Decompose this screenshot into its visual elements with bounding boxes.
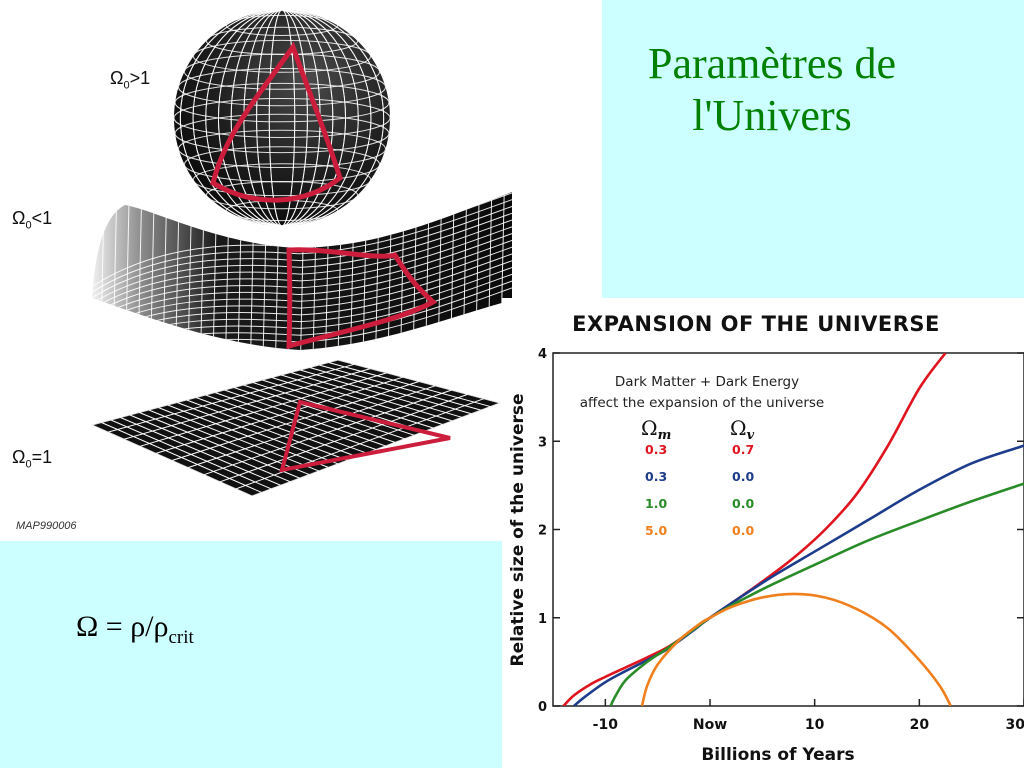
formula-subscript: crit <box>168 627 194 648</box>
formula-main: Ω = ρ/ρ <box>76 610 169 643</box>
closed-triangle <box>210 41 343 203</box>
expansion-chart: EXPANSION OF THE UNIVERSE 0 1 2 3 4 -10 Now 10… <box>508 312 1024 765</box>
legend: Dark Matter + Dark Energy affect the exp… <box>580 374 824 538</box>
image-credit: MAP990006 <box>16 520 77 532</box>
legend-omega-m-1: 0.3 <box>645 469 667 484</box>
y-tick-label-0: 0 <box>538 700 547 715</box>
flat-universe-label: Ω0=1 <box>12 447 53 471</box>
legend-omega-v-0: 0.7 <box>732 442 754 457</box>
legend-header-omega-m: Ωm <box>641 416 671 443</box>
legend-note-line-2: affect the expansion of the universe <box>580 395 824 411</box>
y-axis-label: Relative size of the universe <box>508 393 528 666</box>
y-tick-label-4: 4 <box>538 347 547 362</box>
legend-note-line-1: Dark Matter + Dark Energy <box>615 374 799 390</box>
series-line-3 <box>640 592 952 706</box>
series-lines <box>562 353 1024 706</box>
legend-omega-m-0: 0.3 <box>645 442 667 457</box>
closed-universe-sphere <box>174 10 390 226</box>
legend-omega-v-3: 0.0 <box>732 523 754 538</box>
flat-triangle <box>279 399 451 473</box>
x-tick-label-4: 30 <box>1006 717 1024 733</box>
x-axis-label: Billions of Years <box>701 745 854 765</box>
density-formula: Ω = ρ/ρcrit <box>76 610 194 649</box>
flat-universe-plane <box>92 360 500 496</box>
y-axis-ticks: 0 1 2 3 4 <box>538 347 1024 715</box>
x-tick-label-2: 10 <box>805 717 825 733</box>
closed-universe-label: Ω0>1 <box>110 68 151 92</box>
x-tick-label-0: -10 <box>593 717 619 733</box>
slide-title-line-2: l'Univers <box>692 91 852 140</box>
legend-omega-v-2: 0.0 <box>732 496 754 511</box>
x-axis-ticks: -10 Now 10 20 30 <box>593 699 1024 733</box>
geometry-illustration-panel: Ω0>1 Ω0<1 Ω0=1 MAP990006 <box>0 0 602 541</box>
legend-header-omega-v: Ωv <box>730 416 755 443</box>
legend-omega-v-1: 0.0 <box>732 469 754 484</box>
legend-omega-m-2: 1.0 <box>645 496 667 511</box>
y-tick-label-3: 3 <box>538 435 547 450</box>
slide-title-line-1: Paramètres de <box>648 39 896 88</box>
x-tick-label-1: Now <box>693 717 727 733</box>
open-universe-label: Ω0<1 <box>12 208 53 232</box>
geometry-illustration <box>92 10 512 496</box>
y-tick-label-2: 2 <box>538 524 547 539</box>
x-tick-label-3: 20 <box>910 717 930 733</box>
slide-title: Paramètres de l'Univers <box>612 38 932 142</box>
chart-title: EXPANSION OF THE UNIVERSE <box>572 312 940 336</box>
open-triangle <box>286 247 438 350</box>
legend-omega-m-3: 5.0 <box>645 523 667 538</box>
y-tick-label-1: 1 <box>538 612 547 627</box>
expansion-chart-panel: EXPANSION OF THE UNIVERSE 0 1 2 3 4 -10 Now 10… <box>502 298 1024 768</box>
